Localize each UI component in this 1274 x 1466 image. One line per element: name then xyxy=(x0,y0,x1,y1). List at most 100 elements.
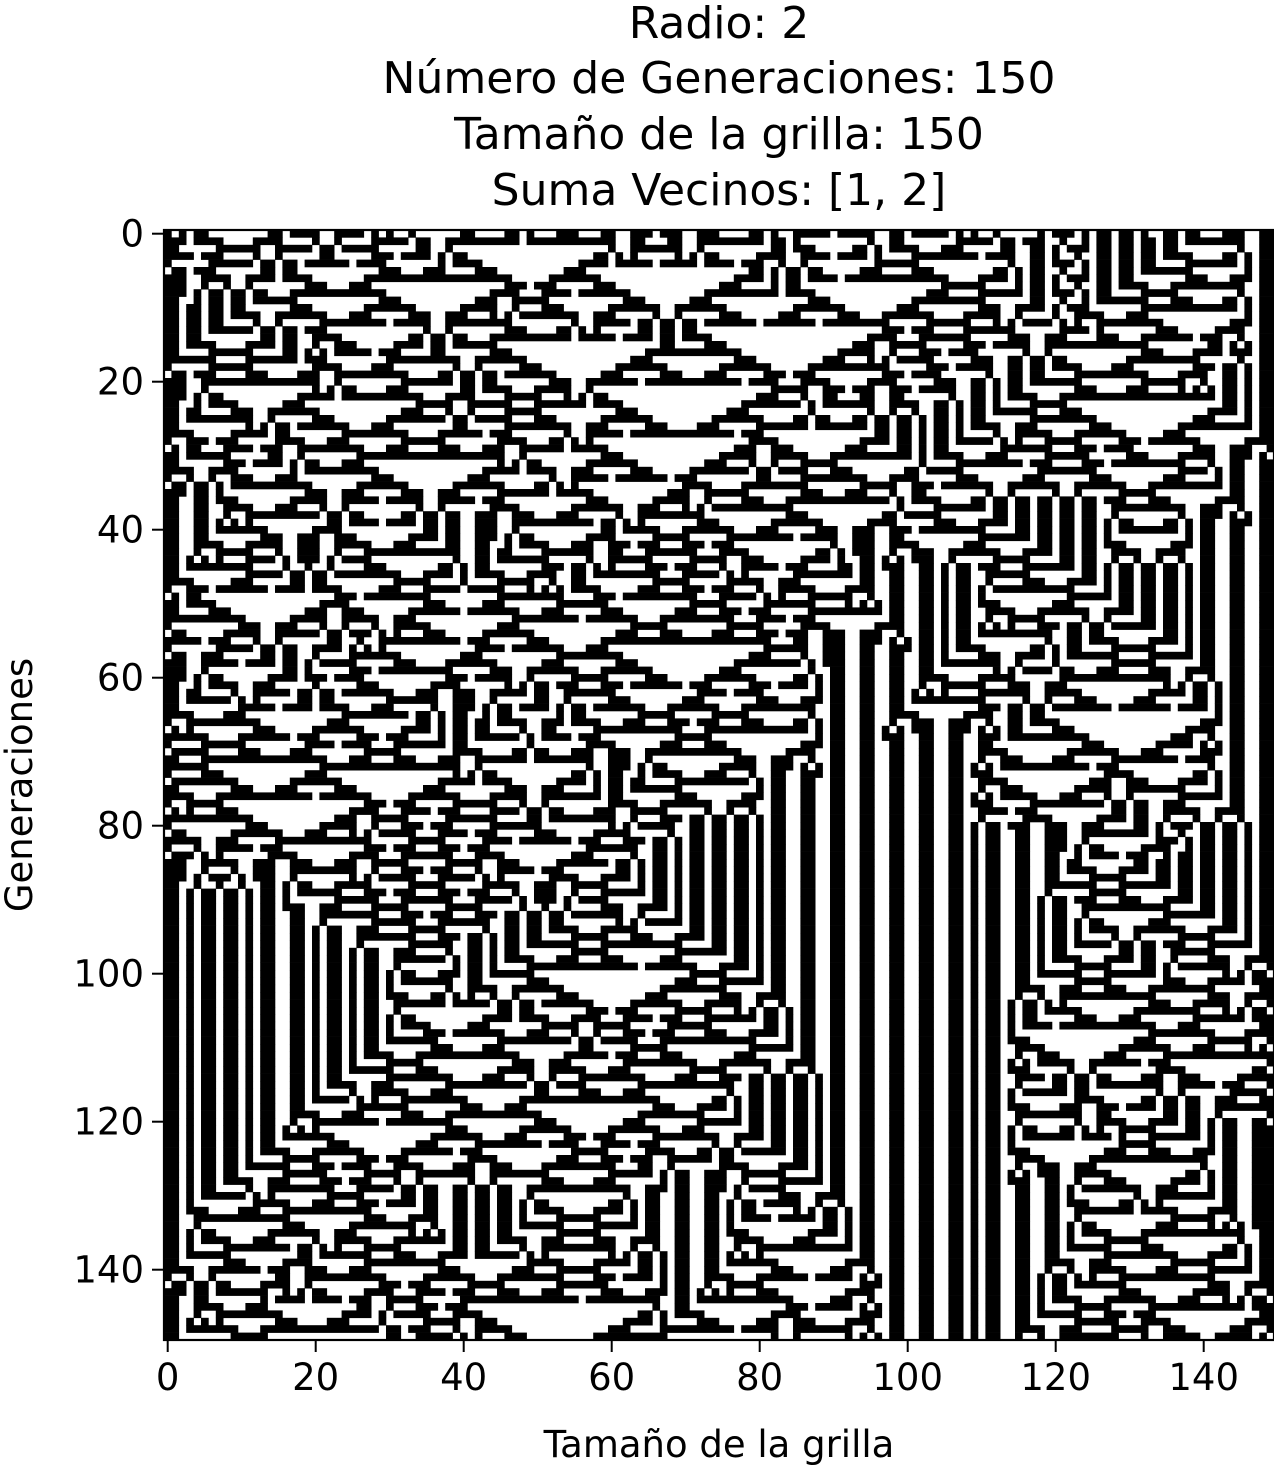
heatmap-cell-run xyxy=(186,1236,194,1245)
heatmap-cell-run xyxy=(201,984,217,993)
heatmap-cell-run xyxy=(223,503,254,512)
heatmap-cell-run xyxy=(1222,363,1238,371)
heatmap-cell-run xyxy=(985,370,994,379)
heatmap-cell-run xyxy=(985,1103,1001,1111)
heatmap-cell-run xyxy=(356,1095,365,1104)
heatmap-cell-run xyxy=(889,770,905,778)
heatmap-cell-run xyxy=(1163,230,1179,238)
heatmap-cell-run xyxy=(748,1007,757,1015)
heatmap-cell-run xyxy=(252,1236,276,1245)
heatmap-cell-run xyxy=(504,785,527,793)
heatmap-cell-run xyxy=(349,873,357,882)
heatmap-cell-run xyxy=(252,859,276,867)
heatmap-cell-run xyxy=(312,1081,320,1089)
heatmap-cell-run xyxy=(1259,947,1274,956)
heatmap-cell-run xyxy=(1074,489,1082,497)
heatmap-cell-run xyxy=(467,474,490,482)
heatmap-cell-run xyxy=(386,518,416,527)
heatmap-cell-run xyxy=(1207,1132,1216,1141)
heatmap-cell-run xyxy=(548,918,564,926)
heatmap-cell-run xyxy=(918,903,934,912)
heatmap-cell-run xyxy=(534,1088,550,1097)
heatmap-cell-run xyxy=(1133,925,1186,934)
heatmap-cell-run xyxy=(1074,1014,1097,1023)
heatmap-cell-run xyxy=(497,703,513,712)
heatmap-cell-run xyxy=(719,1147,735,1156)
heatmap-cell-run xyxy=(918,970,934,978)
heatmap-cell-run xyxy=(1266,444,1274,453)
heatmap-cell-run xyxy=(630,1214,638,1222)
heatmap-cell-run xyxy=(319,1177,342,1185)
heatmap-cell-run xyxy=(1244,881,1253,889)
heatmap-cell-run xyxy=(193,1221,202,1230)
heatmap-cell-run xyxy=(437,918,490,926)
heatmap-cell-run xyxy=(164,1243,180,1252)
heatmap-cell-run xyxy=(674,1169,690,1178)
heatmap-cell-run xyxy=(201,933,217,941)
heatmap-cell-run xyxy=(1118,577,1134,586)
heatmap-cell-run xyxy=(859,962,875,971)
heatmap-cell-run xyxy=(1200,592,1216,601)
heatmap-cell-run xyxy=(793,1081,809,1089)
heatmap-cell-run xyxy=(452,363,461,371)
heatmap-cell-run xyxy=(1089,1266,1127,1274)
heatmap-cell-run xyxy=(312,1118,379,1126)
heatmap-cell-run xyxy=(1229,651,1245,660)
heatmap-cell-run xyxy=(474,896,513,904)
heatmap-cell-run xyxy=(800,918,816,926)
heatmap-cell-run xyxy=(164,637,202,645)
heatmap-cell-run xyxy=(267,1177,291,1185)
heatmap-cell-run xyxy=(859,1125,875,1134)
heatmap-cell-run xyxy=(674,903,683,912)
heatmap-cell-run xyxy=(1229,592,1245,601)
heatmap-cell-run xyxy=(304,326,328,334)
heatmap-cell-run xyxy=(356,933,416,941)
heatmap-cell-run xyxy=(1259,1273,1274,1282)
heatmap-cell-run xyxy=(378,348,402,357)
heatmap-cell-run xyxy=(519,444,564,453)
heatmap-cell-run xyxy=(955,637,971,645)
heatmap-cell-run xyxy=(1103,444,1134,453)
heatmap-cell-run xyxy=(223,1132,239,1141)
heatmap-cell-run xyxy=(201,1125,217,1134)
heatmap-cell-run xyxy=(1148,1132,1201,1141)
heatmap-cell-run xyxy=(733,896,749,904)
heatmap-cell-run xyxy=(319,503,328,512)
heatmap-cell-run xyxy=(275,1317,298,1326)
heatmap-cell-run xyxy=(674,947,727,956)
heatmap-cell-run xyxy=(704,1199,720,1208)
heatmap-cell-run xyxy=(918,563,934,571)
heatmap-cell-run xyxy=(223,1177,254,1185)
heatmap-cell-run xyxy=(1059,984,1082,993)
heatmap-cell-run xyxy=(889,637,897,645)
heatmap-cell-run xyxy=(1259,785,1274,793)
heatmap-cell-run xyxy=(918,1221,934,1230)
heatmap-cell-run xyxy=(948,999,964,1008)
heatmap-cell-run xyxy=(304,259,350,268)
heatmap-cell-run xyxy=(733,1132,764,1141)
heatmap-cell-run xyxy=(963,326,1016,334)
heatmap-cell-run xyxy=(371,903,409,912)
heatmap-cell-run xyxy=(1015,1229,1031,1237)
heatmap-cell-run xyxy=(1059,533,1075,542)
heatmap-cell-run xyxy=(1229,799,1245,808)
heatmap-cell-run xyxy=(593,311,616,320)
heatmap-cell-run xyxy=(889,1081,905,1089)
heatmap-cell-run xyxy=(297,1243,313,1252)
heatmap-cell-run xyxy=(1222,844,1238,852)
heatmap-cell-run xyxy=(807,274,838,283)
chart-title-radius: Radio: 2 xyxy=(628,0,810,49)
heatmap-cell-run xyxy=(548,437,564,445)
heatmap-cell-run xyxy=(659,629,683,638)
heatmap-cell-run xyxy=(304,489,328,497)
heatmap-cell-run xyxy=(948,740,964,749)
heatmap-cell-run xyxy=(800,792,816,801)
heatmap-cell-run xyxy=(1140,259,1156,268)
heatmap-cell-run xyxy=(497,1199,513,1208)
heatmap-cell-run xyxy=(504,392,542,401)
heatmap-cell-run xyxy=(312,1007,320,1015)
heatmap-cell-run xyxy=(1015,851,1031,860)
heatmap-cell-run xyxy=(830,1051,846,1060)
heatmap-cell-run xyxy=(1103,970,1156,978)
heatmap-cell-run xyxy=(830,681,846,690)
